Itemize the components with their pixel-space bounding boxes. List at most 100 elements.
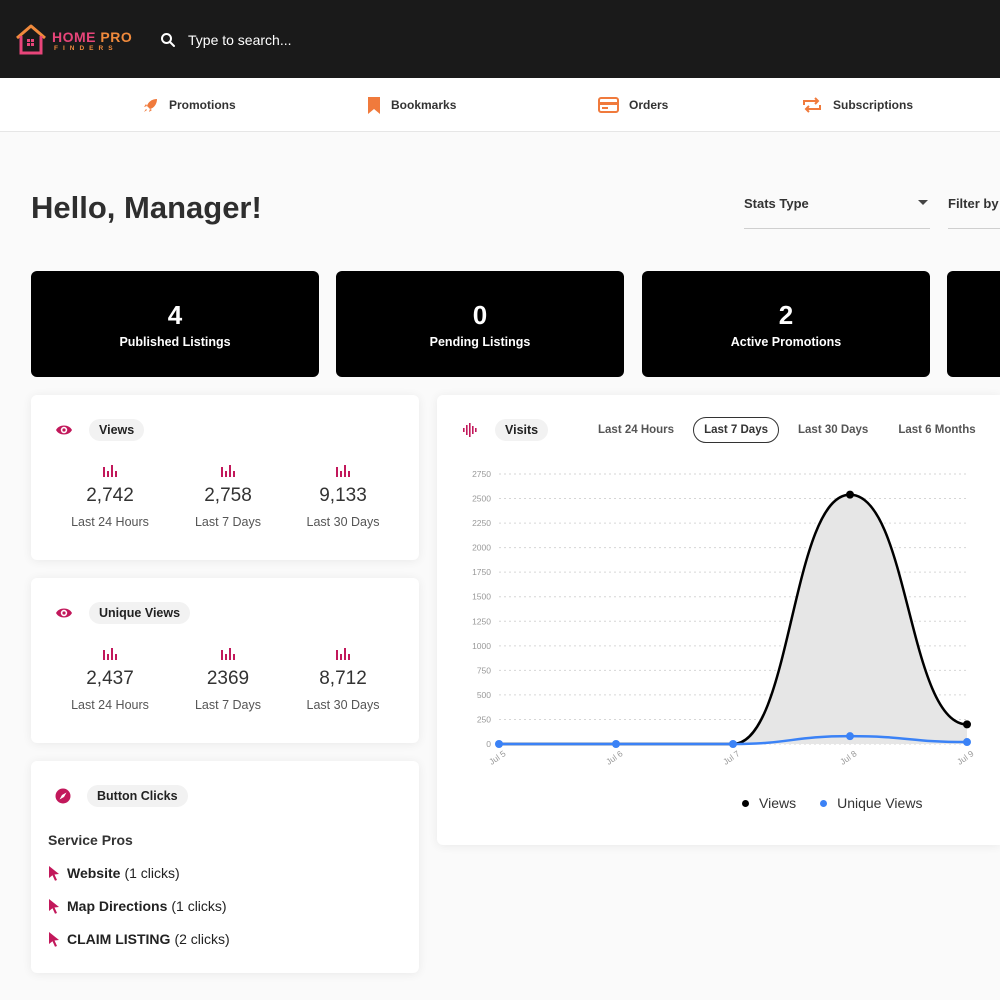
y-tick-label: 1000 — [472, 641, 491, 651]
tab-last-24-hours[interactable]: Last 24 Hours — [598, 424, 675, 436]
bookmark-icon — [368, 96, 380, 114]
home-pro-finders-logo[interactable]: HOME PRO FINDERS — [14, 20, 144, 58]
repeat-icon — [803, 97, 821, 113]
metric-value: 2,758 — [204, 485, 252, 506]
unique-views-point — [846, 732, 854, 741]
nav-bar: Promotions Bookmarks Orders Subscription… — [0, 78, 1000, 132]
metric-caption: Last 7 Days — [194, 515, 261, 529]
bar-chart-icon — [50, 648, 170, 660]
unique-views-panel: Unique Views 2,437 Last 24 Hours 2369 La… — [31, 578, 419, 743]
y-tick-label: 2500 — [472, 494, 491, 504]
x-tick-label: Jul 8 — [838, 748, 859, 767]
nav-item-orders[interactable]: Orders — [598, 95, 668, 115]
x-tick-label: Jul 7 — [721, 748, 742, 767]
y-tick-label: 250 — [477, 714, 491, 724]
unique-views-metric-7d: 2369 Last 7 Days — [168, 648, 288, 712]
stat-card-pending-listings[interactable]: 0 Pending Listings — [336, 271, 624, 377]
click-row-claim-listing: CLAIM LISTING (2 clicks) — [48, 931, 230, 947]
click-item-name: CLAIM LISTING — [67, 931, 171, 947]
nav-item-bookmarks[interactable]: Bookmarks — [367, 95, 456, 115]
stat-value: 0 — [472, 300, 488, 330]
nav-label-bookmarks: Bookmarks — [391, 98, 457, 112]
y-tick-label: 750 — [477, 665, 491, 675]
bar-chart-icon — [168, 465, 288, 477]
filter-by-select[interactable]: Filter by — [948, 196, 1000, 229]
legend-item-unique-views[interactable]: Unique Views — [820, 795, 922, 811]
click-row-map-directions: Map Directions (1 clicks) — [48, 898, 227, 914]
stats-type-select[interactable]: Stats Type — [744, 196, 930, 229]
range-tabs: Last 24 Hours Last 7 Days Last 30 Days L… — [587, 417, 995, 443]
views-area-fill — [499, 494, 967, 744]
y-tick-label: 1500 — [472, 592, 491, 602]
nav-item-subscriptions[interactable]: Subscriptions — [801, 95, 913, 115]
views-metric-24h: 2,742 Last 24 Hours — [50, 465, 170, 529]
cursor-icon — [49, 866, 59, 881]
eye-icon — [56, 425, 72, 435]
unique-views-panel-header: Unique Views — [55, 602, 191, 624]
x-tick-label: Jul 5 — [487, 748, 508, 767]
visits-panel: Visits Last 24 Hours Last 7 Days Last 30… — [437, 395, 1000, 845]
top-bar: HOME PRO FINDERS Type to search... — [0, 0, 1000, 78]
metric-caption: Last 24 Hours — [71, 698, 149, 712]
cursor-icon — [49, 899, 59, 914]
metric-value: 9,133 — [319, 485, 367, 506]
unique-views-point — [729, 740, 737, 748]
stat-label: Pending Listings — [429, 335, 531, 349]
page-title: Hello, Manager! — [31, 190, 262, 225]
stat-value: 2 — [778, 300, 794, 330]
stat-label: Active Promotions — [730, 335, 842, 349]
views-panel: Views 2,742 Last 24 Hours 2,758 Last 7 D… — [31, 395, 419, 560]
click-item-name: Map Directions — [67, 898, 168, 914]
stat-card-published-listings[interactable]: 4 Published Listings — [31, 271, 319, 377]
button-clicks-panel: Button Clicks — [31, 761, 419, 973]
click-item-count: (2 clicks) — [174, 931, 230, 947]
chart-legend: Views Unique Views — [742, 795, 946, 811]
unique-views-metric-30d: 8,712 Last 30 Days — [283, 648, 403, 712]
views-panel-title: Views — [89, 419, 145, 441]
compass-icon — [55, 788, 71, 804]
y-tick-label: 2250 — [472, 518, 491, 528]
unique-views-metric-24h: 2,437 Last 24 Hours — [50, 648, 170, 712]
legend-item-views[interactable]: Views — [742, 795, 796, 811]
stat-label: Published Listings — [119, 335, 231, 349]
stat-card-partial[interactable] — [947, 271, 1000, 377]
visits-line-chart: 0 250 500 750 1000 1250 1500 1750 2000 2250 2500 27… — [472, 469, 976, 767]
stat-card-active-promotions[interactable]: 2 Active Promotions — [642, 271, 930, 377]
metric-caption: Last 30 Days — [306, 515, 380, 529]
y-tick-label: 500 — [477, 690, 491, 700]
nav-item-promotions[interactable]: Promotions — [142, 95, 236, 115]
logo-word-pro: PRO — [100, 29, 133, 45]
search-input[interactable]: Type to search... — [188, 32, 292, 48]
sound-wave-icon — [463, 423, 477, 437]
tab-last-6-months[interactable]: Last 6 Months — [898, 424, 976, 436]
unique-views-panel-title: Unique Views — [89, 602, 191, 624]
button-clicks-panel-title: Button Clicks — [87, 785, 188, 807]
service-pros-heading: Service Pros — [48, 832, 133, 848]
y-tick-label: 2000 — [472, 543, 491, 553]
bar-chart-icon — [168, 648, 288, 660]
views-point — [846, 490, 854, 499]
stats-type-label: Stats Type — [744, 196, 809, 211]
rocket-icon — [144, 98, 157, 112]
nav-label-subscriptions: Subscriptions — [833, 98, 914, 112]
tab-last-30-days[interactable]: Last 30 Days — [798, 424, 869, 436]
legend-label-views: Views — [759, 795, 797, 811]
click-item-name: Website — [67, 865, 121, 881]
cursor-icon — [49, 932, 59, 947]
nav-label-orders: Orders — [629, 98, 669, 112]
legend-label-unique-views: Unique Views — [837, 795, 923, 811]
metric-caption: Last 7 Days — [194, 698, 261, 712]
y-tick-label: 2750 — [472, 469, 491, 479]
bar-chart-icon — [283, 648, 403, 660]
legend-dot-unique-views — [820, 799, 828, 807]
y-tick-label: 1750 — [472, 567, 491, 577]
search-bar[interactable]: Type to search... — [160, 28, 292, 52]
logo-word-home: HOME — [52, 29, 96, 45]
click-row-website: Website (1 clicks) — [48, 865, 180, 881]
click-item-count: (1 clicks) — [124, 865, 180, 881]
views-metric-30d: 9,133 Last 30 Days — [283, 465, 403, 529]
credit-card-icon — [598, 97, 619, 113]
logo-subtitle: FINDERS — [54, 45, 118, 52]
metric-value: 8,712 — [319, 668, 367, 689]
tab-last-7-days[interactable]: Last 7 Days — [693, 417, 779, 443]
